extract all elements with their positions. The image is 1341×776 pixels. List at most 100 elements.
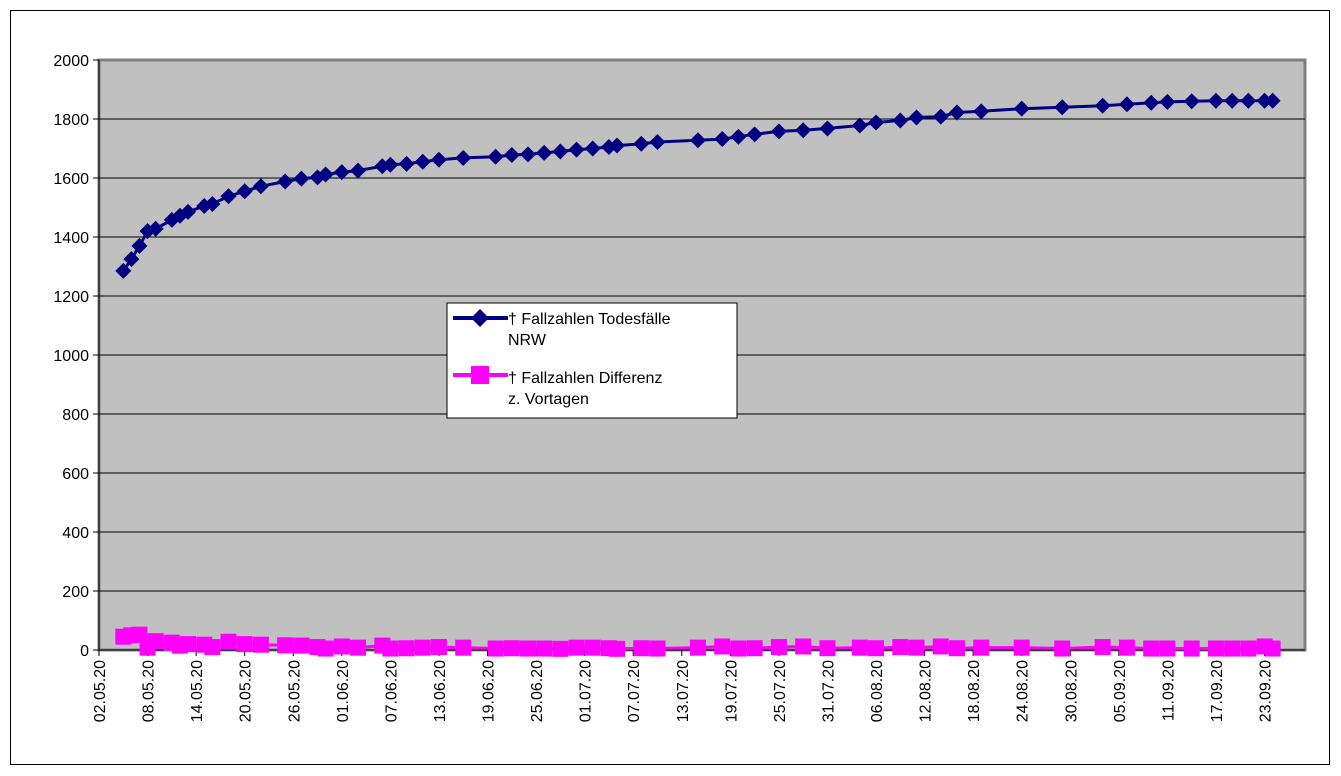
y-tick-label: 600 [62,466,89,483]
data-point-diff [1143,640,1160,657]
data-point-diff [851,639,868,656]
legend-label-diff-line1: † Fallzahlen Differenz [508,370,662,387]
data-point-deaths [973,103,990,120]
data-point-deaths [277,173,294,190]
data-point-deaths [350,162,367,179]
data-point-diff [1054,640,1071,657]
data-point-deaths [519,146,536,163]
data-point-deaths [689,132,706,149]
y-tick-label: 1000 [53,348,89,365]
data-point-deaths [430,151,447,168]
data-point-diff [455,639,472,656]
data-point-diff [948,640,965,657]
data-point-deaths [180,203,197,220]
data-point-deaths [948,104,965,121]
y-tick-label: 1600 [53,171,89,188]
x-tick-label: 06.08.20 [869,660,886,722]
data-point-diff [795,638,812,655]
x-tick-label: 14.05.20 [189,660,206,722]
data-point-deaths [552,143,569,160]
x-tick-label: 01.07.20 [578,660,595,722]
data-point-diff [519,640,536,657]
data-point-deaths [455,149,472,166]
x-tick-label: 01.06.20 [335,660,352,722]
data-point-deaths [649,134,666,151]
data-point-deaths [236,183,253,200]
data-point-deaths [633,135,650,152]
data-point-deaths [1183,93,1200,110]
data-point-diff [430,639,447,656]
data-point-deaths [398,155,415,172]
legend: † Fallzahlen Todesfälle NRW † Fallzahlen… [446,302,738,419]
x-tick-label: 07.07.20 [626,660,643,722]
data-point-diff [714,638,731,655]
data-point-diff [1013,639,1030,656]
y-tick-label: 800 [62,407,89,424]
data-point-deaths [293,170,310,187]
data-point-deaths [536,144,553,161]
data-point-diff [770,639,787,656]
data-point-diff [147,633,164,650]
legend-marker-diff [471,366,489,384]
x-tick-label: 05.09.20 [1112,660,1129,722]
data-point-deaths [584,140,601,157]
y-tick-label: 1400 [53,230,89,247]
data-point-deaths [220,188,237,205]
data-point-diff [868,640,885,657]
data-point-deaths [382,156,399,173]
data-point-deaths [819,120,836,137]
data-point-diff [220,633,237,650]
data-point-diff [277,637,294,654]
data-point-deaths [1054,99,1071,116]
x-tick-label: 13.06.20 [432,660,449,722]
data-point-diff [908,639,925,656]
data-point-diff [584,639,601,656]
x-tick-label: 13.07.20 [675,660,692,722]
data-point-deaths [1240,92,1257,109]
y-tick-label: 1800 [53,112,89,129]
y-tick-label: 400 [62,525,89,542]
x-tick-label: 25.06.20 [529,660,546,722]
data-point-deaths [908,109,925,126]
data-point-deaths [868,114,885,131]
data-point-deaths [714,131,731,148]
data-point-deaths [1224,92,1241,109]
data-point-diff [536,640,553,657]
data-point-deaths [1159,93,1176,110]
x-tick-label: 25.07.20 [772,660,789,722]
data-point-deaths [770,123,787,140]
legend-label-deaths-line2: NRW [508,332,547,349]
x-tick-label: 31.07.20 [820,660,837,722]
data-point-diff [609,640,626,657]
data-point-deaths [730,128,747,145]
data-point-deaths [131,237,148,254]
x-tick-label: 30.08.20 [1063,660,1080,722]
y-tick-label: 200 [62,584,89,601]
data-point-deaths [414,153,431,170]
data-point-diff [649,640,666,657]
data-point-diff [236,636,253,653]
data-point-deaths [123,251,140,268]
data-point-diff [350,639,367,656]
data-point-deaths [252,178,269,195]
data-point-diff [487,640,504,657]
data-point-diff [932,638,949,655]
y-tick-label: 1200 [53,289,89,306]
data-point-diff [892,639,909,656]
data-point-deaths [851,117,868,134]
data-point-diff [730,640,747,657]
data-point-diff [414,639,431,656]
x-tick-label: 11.09.20 [1160,660,1177,721]
x-axis-ticks: 02.05.20 08.05.20 14.05.20 20.05.20 26.05.20… [92,650,1275,722]
y-tick-label: 2000 [53,53,89,70]
legend-label-deaths-line1: † Fallzahlen Todesfälle [508,311,671,328]
x-tick-label: 20.05.20 [238,660,255,722]
x-tick-label: 12.08.20 [918,660,935,722]
x-tick-label: 17.09.20 [1209,660,1226,722]
data-point-deaths [1264,92,1281,109]
data-point-diff [293,637,310,654]
legend-marker-deaths [471,309,489,327]
data-point-diff [819,640,836,657]
data-point-deaths [1118,96,1135,113]
